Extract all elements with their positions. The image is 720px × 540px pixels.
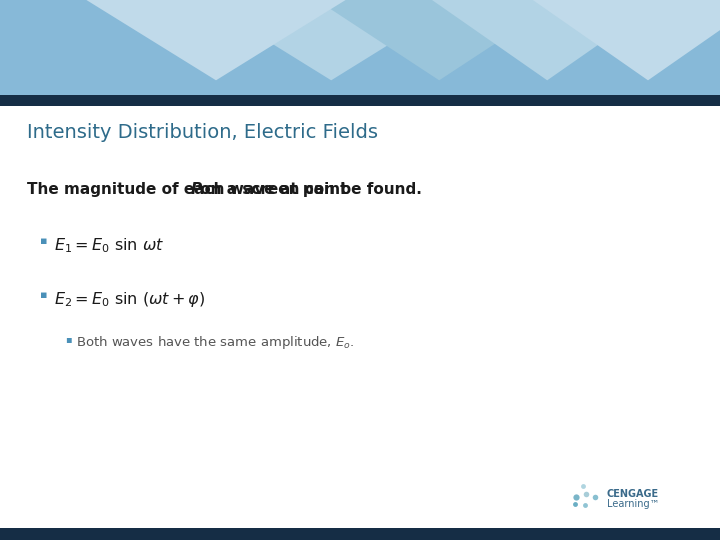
Text: CENGAGE: CENGAGE [607, 489, 659, 499]
Text: ▪: ▪ [40, 290, 47, 300]
Text: The magnitude of each wave at point: The magnitude of each wave at point [27, 182, 353, 197]
Text: $\mathit{E}_1 = \mathit{E}_0$ sin $\mathit{\omega t}$: $\mathit{E}_1 = \mathit{E}_0$ sin $\math… [54, 236, 164, 255]
Text: Intensity Distribution, Electric Fields: Intensity Distribution, Electric Fields [27, 123, 379, 141]
Bar [0, 0, 720, 94]
Text: $\mathit{E}_2 = \mathit{E}_0$ sin $(\mathit{\omega t} + \mathit{\varphi})$: $\mathit{E}_2 = \mathit{E}_0$ sin $(\mat… [54, 290, 205, 309]
Text: Both waves have the same amplitude, $\mathit{E}_o$.: Both waves have the same amplitude, $\ma… [76, 334, 354, 351]
Polygon shape [533, 0, 720, 80]
Bar [0, 528, 720, 540]
Text: ▪: ▪ [40, 236, 47, 246]
Polygon shape [86, 0, 346, 80]
Text: P: P [191, 182, 202, 197]
Text: on a screen can be found.: on a screen can be found. [194, 182, 421, 197]
Text: ▪: ▪ [65, 334, 71, 345]
Polygon shape [432, 0, 662, 80]
Polygon shape [202, 0, 461, 80]
Text: Learning™: Learning™ [607, 499, 660, 509]
Bar [0, 94, 720, 106]
Polygon shape [317, 0, 562, 80]
